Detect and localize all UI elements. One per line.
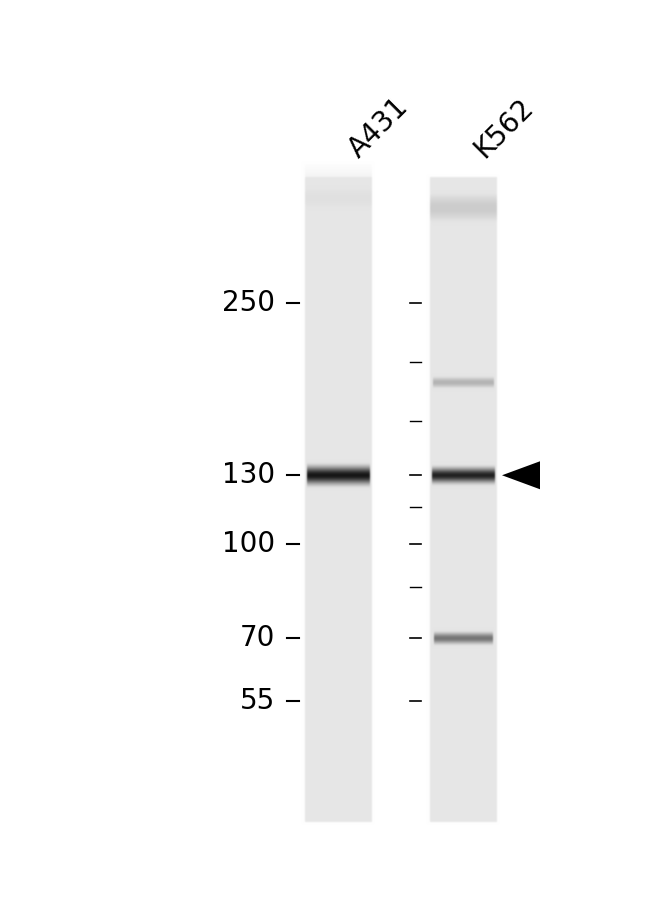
Text: 55: 55 (240, 687, 275, 716)
Text: 250: 250 (222, 289, 275, 318)
Text: K562: K562 (469, 93, 539, 163)
Text: 70: 70 (240, 624, 275, 652)
Text: 130: 130 (222, 461, 275, 489)
Text: A431: A431 (343, 92, 414, 163)
Text: 100: 100 (222, 530, 275, 558)
Polygon shape (502, 461, 540, 489)
